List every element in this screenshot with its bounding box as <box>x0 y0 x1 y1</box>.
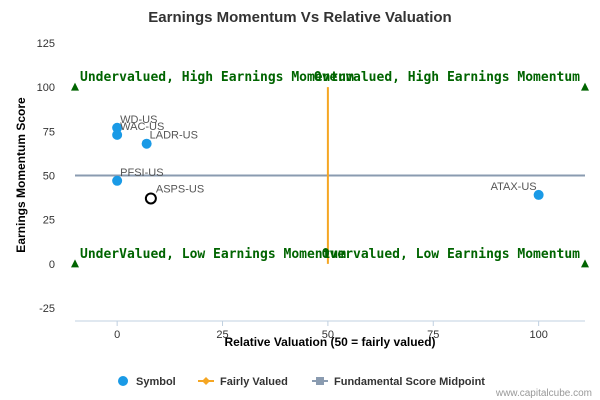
y-tick-label: 25 <box>43 215 55 227</box>
legend-square-marker <box>316 377 324 385</box>
quadrant-label: Undervalued, High Earnings Momentum <box>80 70 354 85</box>
symbol-point <box>141 138 152 149</box>
quadrant-label: Overvalued, High Earnings Momentum <box>314 70 580 85</box>
symbol-point <box>112 175 123 186</box>
point-label: ATAX-US <box>491 181 537 193</box>
legend-label: Fairly Valued <box>220 376 288 388</box>
x-tick-label: 0 <box>114 329 120 341</box>
credit-text: www.capitalcube.com <box>495 388 592 399</box>
point-label: PFSI-US <box>120 167 163 179</box>
legend-label: Symbol <box>136 376 176 388</box>
corner-triangle-marker <box>71 82 79 91</box>
y-tick-label: 0 <box>49 259 55 271</box>
corner-triangle-marker <box>581 259 589 268</box>
x-axis-title: Relative Valuation (50 = fairly valued) <box>224 335 435 349</box>
legend-symbol-marker <box>118 376 128 386</box>
legend: Symbol Fairly Valued Fundamental Score Mid… <box>118 376 485 388</box>
corner-triangle-marker <box>581 82 589 91</box>
quadrant-label: Overvalued, Low Earnings Momentum <box>322 247 580 262</box>
symbol-point-highlight <box>144 192 157 205</box>
x-tick-label: 25 <box>216 329 228 341</box>
x-tick-label: 100 <box>529 329 547 341</box>
y-tick-label: 75 <box>43 126 55 138</box>
symbol-point <box>112 129 123 140</box>
x-tick-label: 75 <box>427 329 439 341</box>
quadrant-label: UnderValued, Low Earnings Momentum <box>80 247 346 262</box>
point-label: WAC-US <box>120 121 164 133</box>
y-tick-label: 125 <box>37 38 55 50</box>
point-label: LADR-US <box>150 130 198 142</box>
y-tick-label: -25 <box>39 303 55 315</box>
y-axis-title: Earnings Momentum Score <box>14 97 28 253</box>
point-label: ASPS-US <box>156 183 204 195</box>
symbol-point <box>112 122 123 133</box>
legend-diamond-marker <box>202 377 210 385</box>
point-label: WD-US <box>120 114 157 126</box>
y-tick-label: 100 <box>37 82 55 94</box>
corner-triangle-marker <box>71 259 79 268</box>
x-tick-label: 50 <box>322 329 334 341</box>
chart-title: Earnings Momentum Vs Relative Valuation <box>148 9 451 26</box>
y-tick-label: 50 <box>43 171 55 183</box>
legend-label: Fundamental Score Midpoint <box>334 376 485 388</box>
symbol-point <box>533 189 544 200</box>
